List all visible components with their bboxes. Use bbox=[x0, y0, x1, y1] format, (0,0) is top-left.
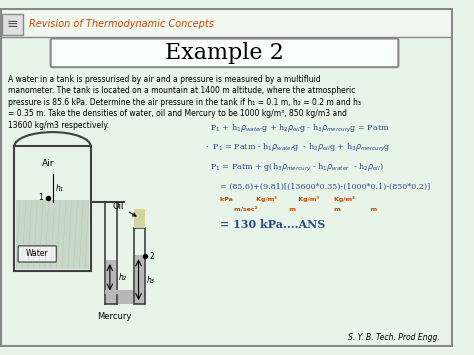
Text: Water: Water bbox=[26, 249, 49, 258]
FancyBboxPatch shape bbox=[18, 246, 56, 262]
Text: = 0.35 m. Take the densities of water, oil and Mercury to be 1000 kg/m³, 850 kg/: = 0.35 m. Take the densities of water, o… bbox=[8, 109, 346, 118]
Bar bbox=[16, 201, 89, 269]
Text: Oil: Oil bbox=[113, 202, 136, 216]
Text: P$_1$ + h$_1\rho_{water}$g + h$_2\rho_{oil}$g - h$_3\rho_{mercury}$g = Patm: P$_1$ + h$_1\rho_{water}$g + h$_2\rho_{o… bbox=[210, 123, 390, 135]
Text: S. Y. B. Tech. Prod Engg.: S. Y. B. Tech. Prod Engg. bbox=[348, 333, 439, 342]
Text: h₁: h₁ bbox=[55, 184, 64, 192]
Text: kPa           Kg/m³          Kg/m³       Kg/m³: kPa Kg/m³ Kg/m³ Kg/m³ bbox=[220, 196, 355, 202]
Text: pressure is 85.6 kPa. Determine the air pressure in the tank if h₁ = 0.1 m, h₂ =: pressure is 85.6 kPa. Determine the air … bbox=[8, 98, 361, 107]
Text: ·  P$_1$ = Patm - h$_1\rho_{water}$g  - h$_2\rho_{oil}$g + h$_3\rho_{mercury}$g: · P$_1$ = Patm - h$_1\rho_{water}$g - h$… bbox=[205, 142, 391, 154]
Text: P$_1$ = Patm + g(h$_3\rho_{mercury}$ - h$_1\rho_{water}$  - h$_2\rho_{oil}$): P$_1$ = Patm + g(h$_3\rho_{mercury}$ - h… bbox=[210, 162, 384, 174]
Bar bbox=[105, 202, 117, 295]
Bar bbox=[134, 208, 145, 228]
Bar bbox=[105, 290, 145, 304]
Text: ≡: ≡ bbox=[7, 17, 18, 31]
FancyBboxPatch shape bbox=[51, 38, 398, 67]
Bar bbox=[14, 147, 91, 271]
Text: 2: 2 bbox=[150, 252, 155, 261]
Text: m/sec²               m                  m              m: m/sec² m m m bbox=[234, 206, 377, 211]
Text: h₃: h₃ bbox=[147, 276, 155, 285]
Text: Revision of Thermodynamic Concepts: Revision of Thermodynamic Concepts bbox=[28, 19, 213, 29]
Bar bbox=[134, 228, 145, 304]
Bar bbox=[135, 255, 144, 303]
Text: 1: 1 bbox=[38, 193, 43, 202]
Text: 13600 kg/m3 respectively.: 13600 kg/m3 respectively. bbox=[8, 121, 109, 130]
Bar bbox=[2, 13, 23, 35]
Bar bbox=[0, 8, 453, 37]
Text: Air: Air bbox=[42, 159, 54, 168]
Text: manometer. The tank is located on a mountain at 1400 m altitude, where the atmos: manometer. The tank is located on a moun… bbox=[8, 86, 355, 95]
Bar bbox=[106, 260, 116, 294]
Text: h₂: h₂ bbox=[118, 273, 127, 282]
Text: = (85.6)+(9.81)[(13600*0.35)-(1000*0.1)-(850*0.2)]: = (85.6)+(9.81)[(13600*0.35)-(1000*0.1)-… bbox=[220, 182, 430, 191]
Text: = 130 kPa....ANS: = 130 kPa....ANS bbox=[220, 219, 325, 230]
Text: Example 2: Example 2 bbox=[165, 42, 284, 64]
Text: A water in a tank is pressurised by air and a pressure is measured by a multiflu: A water in a tank is pressurised by air … bbox=[8, 75, 320, 84]
Text: Mercury: Mercury bbox=[98, 312, 132, 321]
